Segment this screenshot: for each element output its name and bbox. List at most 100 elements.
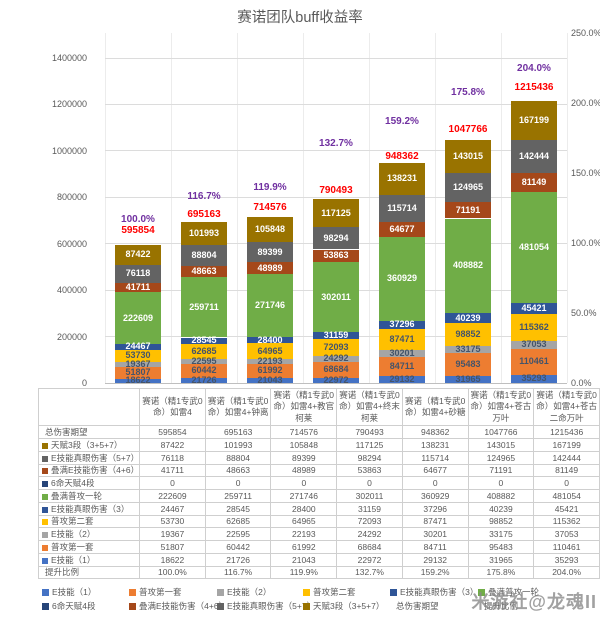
bar-segment <box>247 343 293 359</box>
table-cell-value: 0 <box>204 476 272 491</box>
table-cell-value: 22193 <box>270 527 338 542</box>
legend-label: E技能（2） <box>227 587 272 597</box>
segment-value-label: 41711 <box>125 281 151 292</box>
segment-value-label: 115714 <box>387 202 417 213</box>
bar-segment <box>181 377 227 383</box>
table-row: E技能（2） 19367 22595 22193 24292 30201 33175 3705… <box>37 527 600 542</box>
legend-swatch <box>390 589 397 596</box>
segment-value-label: 84711 <box>389 360 415 371</box>
table-header-cell: 赛诺（精1专武0命）如雷4+钟离 <box>204 387 272 427</box>
category-separator <box>303 33 304 383</box>
segment-value-label: 117125 <box>321 207 351 218</box>
segment-value-label: 81149 <box>521 176 547 187</box>
bar-segment <box>115 244 161 265</box>
ratio-value-label: 119.9% <box>253 182 287 193</box>
ratio-value-label: 159.2% <box>385 116 419 127</box>
table-cell-value: 271746 <box>270 489 338 503</box>
bar-segment <box>511 340 557 350</box>
table-cell-value: 116.7% <box>204 565 272 580</box>
bar-segment <box>445 353 491 376</box>
segment-value-label: 302011 <box>321 291 351 302</box>
legend-key-swatch <box>42 557 48 564</box>
y-axis-right-tick-label: 100.0% <box>571 238 600 248</box>
gridline <box>105 103 567 105</box>
gridline <box>105 150 567 152</box>
table-cell-value: 1215436 <box>533 425 600 440</box>
segment-value-label: 22193 <box>257 355 283 366</box>
table-cell-value: 64965 <box>270 514 338 529</box>
table-cell-value: 0 <box>270 476 338 491</box>
table-cell-value: 61992 <box>270 540 338 554</box>
table-cell-value: 72093 <box>336 514 403 529</box>
legend-swatch <box>42 603 49 610</box>
table-header-cell: 赛诺（精1专武0命）如雷4 <box>139 387 206 427</box>
legend-item: 总伤害期望 <box>390 600 439 612</box>
legend-label: 普攻第二套 <box>313 587 356 597</box>
bar-segment <box>115 264 161 283</box>
data-table: 赛诺（精1专武0命）如雷4 赛诺（精1专武0命）如雷4+钟离 赛诺（精1专武0命）如… <box>37 387 600 580</box>
total-value-label: 695163 <box>187 209 221 220</box>
segment-value-label: 87422 <box>125 249 151 260</box>
table-cell-value: 167199 <box>533 438 600 452</box>
table-cell-value: 76118 <box>139 450 206 465</box>
table-cell-value: 0 <box>139 476 206 491</box>
total-value-label: 714576 <box>253 202 287 213</box>
legend-swatch <box>478 589 485 596</box>
y-axis-right-tick-label: 150.0% <box>571 168 600 178</box>
legend-swatch <box>42 589 49 596</box>
total-value-label: 1215436 <box>514 82 554 93</box>
segment-value-label: 48663 <box>191 266 217 277</box>
legend-item: 普攻第一套 <box>129 586 182 598</box>
segment-value-label: 22972 <box>323 374 349 385</box>
segment-value-label: 71191 <box>455 204 481 215</box>
legend-swatch <box>303 589 310 596</box>
legend-item: 提升比例 <box>478 600 518 612</box>
legend-label: E技能真眼伤害（3） <box>400 587 479 597</box>
y-axis-left-tick-label: 800000 <box>56 192 87 203</box>
table-cell-value: 88804 <box>204 450 272 465</box>
segment-value-label: 105848 <box>254 223 286 234</box>
table-cell-value: 84711 <box>401 540 469 554</box>
bar-segment <box>115 362 161 367</box>
category-separator <box>237 33 238 383</box>
y-axis-right-tick-label: 50.0% <box>571 308 597 318</box>
bar-segment <box>313 339 359 357</box>
segment-value-label: 271746 <box>254 299 286 310</box>
bar-segment <box>445 201 491 219</box>
table-cell-value: 41711 <box>139 463 206 478</box>
legend-item: E技能（2） <box>217 586 271 598</box>
table-cell-value: 204.0% <box>533 565 600 580</box>
bar-segment <box>115 378 161 383</box>
table-header-cell: 赛诺（精1专武0命）如雷4+苍古二命万叶 <box>533 387 600 427</box>
bar-segment <box>511 172 557 192</box>
bar-segment <box>115 366 161 379</box>
table-cell-value: 19367 <box>139 527 206 542</box>
table-cell-value: 24467 <box>139 501 206 516</box>
bar-segment <box>313 249 359 262</box>
table-corner-cell <box>37 387 141 427</box>
legend-label: 叠满普攻一轮 <box>488 587 540 597</box>
table-row-label: 普攻第一套 <box>37 540 141 554</box>
table-row: 提升比例 100.0% 116.7% 119.9% 132.7% 159.2% 175.8%… <box>37 565 600 580</box>
table-cell-value: 64677 <box>401 463 469 478</box>
legend-item: 叠满普攻一轮 <box>478 586 539 598</box>
segment-value-label: 30201 <box>389 347 415 358</box>
table-cell-value: 790493 <box>336 425 403 440</box>
bar-segment <box>247 273 293 337</box>
legend-item: 普攻第二套 <box>303 586 356 598</box>
legend-key-swatch <box>42 532 48 539</box>
table-cell-value: 695163 <box>204 425 272 440</box>
table-cell-value: 48989 <box>270 463 338 478</box>
bar-segment <box>445 322 491 346</box>
y-axis-left-tick-label: 0 <box>81 378 87 388</box>
table-cell-value: 95483 <box>467 540 535 554</box>
y-axis-right-tick-label: 0.0% <box>571 378 592 388</box>
table-row-label: 叠满普攻一轮 <box>37 489 141 503</box>
bar-segment <box>313 226 359 250</box>
segment-value-label: 408882 <box>452 260 484 271</box>
segment-value-label: 21043 <box>257 375 283 386</box>
table-cell-value: 22595 <box>204 527 272 542</box>
y-axis-left-tick-label: 600000 <box>56 238 87 249</box>
table-cell-value: 37053 <box>533 527 600 542</box>
table-cell-value: 138231 <box>401 438 469 452</box>
